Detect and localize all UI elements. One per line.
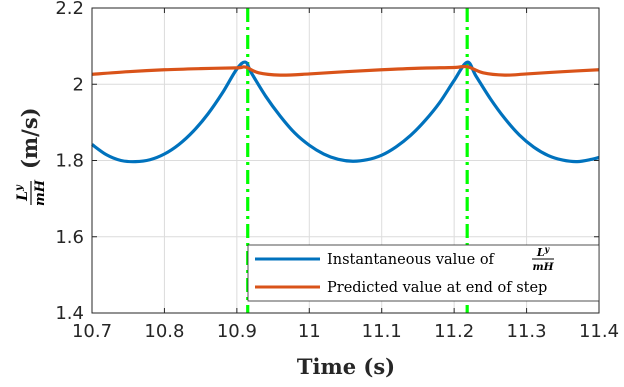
legend-fraction-numerator: Ly xyxy=(536,244,551,259)
legend-fraction: Ly mH xyxy=(532,244,555,273)
x-tick-label-2: 10.9 xyxy=(217,321,257,342)
y-axis-numerator-main: L xyxy=(15,191,31,202)
x-tick-label-7: 11.4 xyxy=(579,321,619,342)
y-axis-label: (m/s) Ly mH xyxy=(14,107,48,206)
legend-label-predicted: Predicted value at end of step xyxy=(327,280,547,296)
x-tick-label-1: 10.8 xyxy=(144,321,184,342)
y-axis-ticks: 1.4 1.6 1.8 2 2.2 xyxy=(55,0,599,324)
y-tick-label-2: 1.8 xyxy=(55,151,84,172)
legend-label-instantaneous-text: Instantaneous value of xyxy=(327,252,496,268)
x-tick-label-5: 11.2 xyxy=(434,321,474,342)
y-axis-denominator: mH xyxy=(33,179,48,206)
series-line-0 xyxy=(91,60,600,164)
y-tick-label-0: 1.4 xyxy=(55,303,84,324)
y-tick-label-4: 2.2 xyxy=(55,0,84,19)
legend-box xyxy=(247,244,600,302)
legend-label-instantaneous: Instantaneous value of xyxy=(327,252,496,268)
legend-fraction-numerator-main: L xyxy=(536,246,545,259)
y-axis-numerator: Ly xyxy=(14,184,31,202)
legend-fraction-numerator-sup: y xyxy=(544,244,551,254)
series-line-1 xyxy=(91,64,600,77)
x-axis-label: Time (s) xyxy=(297,354,395,379)
legend: Instantaneous value of Ly mH Predicted v… xyxy=(247,244,600,302)
y-axis-numerator-sup: y xyxy=(14,184,25,192)
x-axis-ticks: 10.7 10.8 10.9 11 11.1 11.2 11.3 11.4 xyxy=(72,8,619,342)
y-axis-fraction: Ly mH xyxy=(14,179,48,206)
y-tick-label-1: 1.6 xyxy=(55,227,84,248)
y-tick-label-3: 2 xyxy=(73,74,84,95)
x-tick-label-4: 11.1 xyxy=(362,321,402,342)
legend-fraction-denominator: mH xyxy=(532,261,554,273)
y-axis-unit: (m/s) xyxy=(17,107,42,169)
x-tick-label-6: 11.3 xyxy=(507,321,547,342)
x-tick-label-0: 10.7 xyxy=(72,321,112,342)
x-tick-label-3: 11 xyxy=(298,321,321,342)
series-lines xyxy=(91,60,600,164)
